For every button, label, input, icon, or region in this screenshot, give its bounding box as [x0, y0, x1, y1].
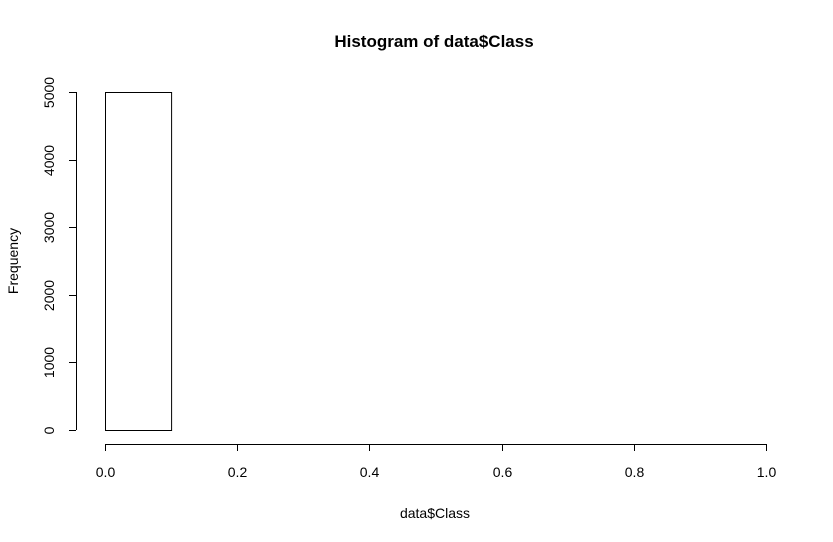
chart-title: Histogram of data$Class: [334, 32, 533, 51]
x-tick-label-4: 0.8: [625, 464, 645, 480]
histogram-bars: [105, 92, 173, 431]
y-tick-label-3: 3000: [41, 212, 57, 243]
x-tick-label-5: 1.0: [757, 464, 777, 480]
x-axis: 0.0 0.2 0.4 0.6 0.8 1.0: [96, 444, 777, 480]
x-tick-label-1: 0.2: [228, 464, 248, 480]
y-axis-label: Frequency: [5, 228, 21, 294]
x-tick-label-2: 0.4: [360, 464, 380, 480]
histogram-bar-0: [105, 92, 173, 431]
x-tick-label-3: 0.6: [493, 464, 513, 480]
x-tick-label-0: 0.0: [96, 464, 116, 480]
y-tick-label-0: 0: [41, 426, 57, 434]
x-axis-label: data$Class: [400, 505, 470, 521]
y-tick-label-2: 2000: [41, 280, 57, 311]
y-axis: 0 1000 2000 3000 4000 5000: [41, 77, 77, 434]
y-tick-label-1: 1000: [41, 347, 57, 378]
y-tick-label-4: 4000: [41, 145, 57, 176]
y-tick-label-5: 5000: [41, 77, 57, 108]
